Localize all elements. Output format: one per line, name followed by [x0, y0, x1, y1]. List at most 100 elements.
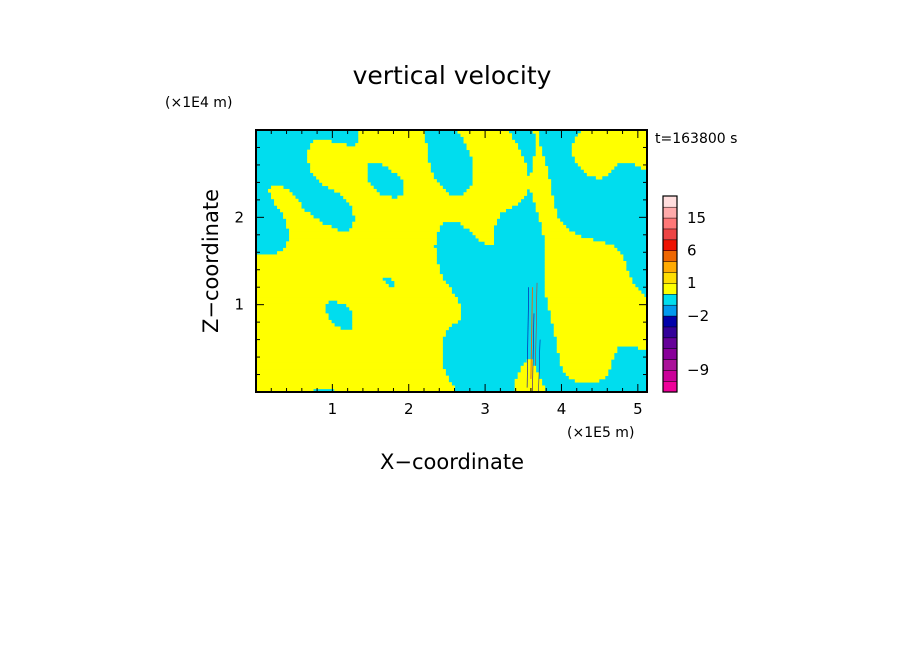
field-cell-positive	[328, 185, 374, 190]
field-cell-positive	[535, 146, 543, 151]
field-cell-positive	[283, 215, 314, 219]
field-cell-positive	[535, 149, 543, 154]
field-cell-positive	[274, 198, 299, 203]
field-cell-positive	[463, 224, 495, 229]
field-cell-positive	[289, 228, 338, 232]
field-cell-positive	[403, 182, 440, 187]
field-cell-positive	[355, 143, 428, 147]
field-cell-positive	[586, 172, 609, 177]
field-cell-positive	[352, 310, 461, 314]
field-cell-positive	[559, 359, 612, 363]
field-cell-positive	[256, 365, 443, 370]
field-cell-positive	[286, 224, 332, 229]
field-cell-positive	[286, 241, 437, 246]
y-axis-label: Z−coordinate	[199, 189, 223, 333]
field-cell-positive	[571, 152, 647, 157]
field-cell-positive	[535, 139, 540, 144]
field-cell-positive	[388, 166, 431, 170]
field-cell-positive	[358, 139, 425, 144]
field-cell-positive	[544, 287, 639, 291]
field-cell-positive	[403, 179, 437, 183]
field-cell-positive	[556, 346, 618, 350]
field-cell-positive	[256, 378, 449, 383]
field-cell-positive	[352, 323, 452, 327]
field-cell-positive	[553, 326, 647, 331]
colorbar-swatch	[662, 326, 678, 339]
field-cell-positive	[394, 283, 449, 288]
field-cell-positive	[256, 319, 332, 324]
field-cell-positive	[535, 202, 555, 206]
field-cell-positive	[550, 313, 647, 318]
velocity-field	[256, 130, 647, 392]
x-tick-label: 5	[633, 400, 643, 418]
field-cell-positive	[541, 221, 564, 226]
field-cell-positive	[544, 241, 606, 246]
colorbar-swatch	[662, 348, 678, 360]
field-cell-positive	[289, 231, 437, 236]
field-cell-positive	[544, 283, 636, 288]
field-cell-positive	[544, 238, 594, 242]
field-cell-positive	[256, 306, 326, 311]
field-cell-positive	[358, 133, 425, 137]
x-tick-label: 2	[404, 400, 414, 418]
field-cell-positive	[574, 156, 647, 160]
y-tick-label: 2	[234, 208, 244, 226]
field-cell-positive	[514, 385, 546, 390]
field-cell-positive	[544, 264, 627, 268]
colorbar-swatch	[662, 359, 678, 371]
field-cell-positive	[307, 159, 428, 164]
field-cell-positive	[475, 234, 495, 239]
field-cell-positive	[256, 333, 446, 337]
field-cell-positive	[403, 188, 446, 193]
field-cell-positive	[544, 293, 645, 298]
field-cell-positive	[472, 162, 528, 167]
field-cell-positive	[256, 297, 458, 301]
field-cell-positive	[397, 195, 525, 200]
field-cell-positive	[352, 211, 501, 216]
field-cell-positive	[517, 372, 540, 377]
x-tick-label: 4	[557, 400, 567, 418]
field-cell-positive	[256, 270, 440, 275]
colorbar-frame	[662, 195, 678, 393]
field-cell-positive	[391, 169, 431, 173]
field-cell-positive	[562, 369, 609, 373]
field-cell-positive	[463, 136, 513, 141]
field-cell-positive	[463, 139, 516, 144]
field-cell-positive	[526, 359, 534, 363]
field-cell-positive	[283, 211, 311, 216]
field-cell-positive	[517, 375, 540, 380]
field-cell-positive	[316, 175, 368, 180]
field-cell-positive	[337, 300, 458, 304]
field-cell-positive	[472, 175, 549, 180]
field-cell-positive	[256, 372, 446, 377]
y-axis-ticks: 12	[234, 146, 647, 376]
field-cell-positive	[256, 388, 314, 392]
field-cell-positive	[343, 195, 392, 200]
field-cell-positive	[277, 205, 302, 209]
field-streak-negative	[526, 287, 529, 388]
field-cell-positive	[256, 359, 443, 363]
field-cell-positive	[256, 329, 446, 334]
field-cell-positive	[532, 156, 546, 160]
field-cell-positive	[544, 244, 615, 249]
field-cell-positive	[553, 329, 647, 334]
time-label: t=163800 s	[655, 131, 737, 147]
field-cell-positive	[472, 172, 528, 177]
field-cell-positive	[310, 162, 368, 167]
field-cell-positive	[256, 336, 443, 340]
field-cell-positive	[355, 218, 498, 223]
field-cell-positive	[544, 257, 624, 262]
field-cell-positive	[535, 133, 540, 137]
chart-title: vertical velocity	[353, 61, 552, 90]
field-cell-positive	[256, 346, 443, 350]
x-axis-label: X−coordinate	[380, 450, 524, 474]
field-cell-positive	[277, 251, 437, 255]
field-cell-positive	[310, 143, 347, 147]
field-cell-positive	[256, 277, 383, 282]
field-cell-positive	[256, 375, 449, 380]
field-cell-positive	[556, 339, 647, 344]
field-cell-positive	[466, 146, 519, 151]
field-streak-positive	[535, 282, 538, 366]
field-cell-positive	[391, 277, 443, 282]
colorbar-swatch	[662, 304, 678, 317]
